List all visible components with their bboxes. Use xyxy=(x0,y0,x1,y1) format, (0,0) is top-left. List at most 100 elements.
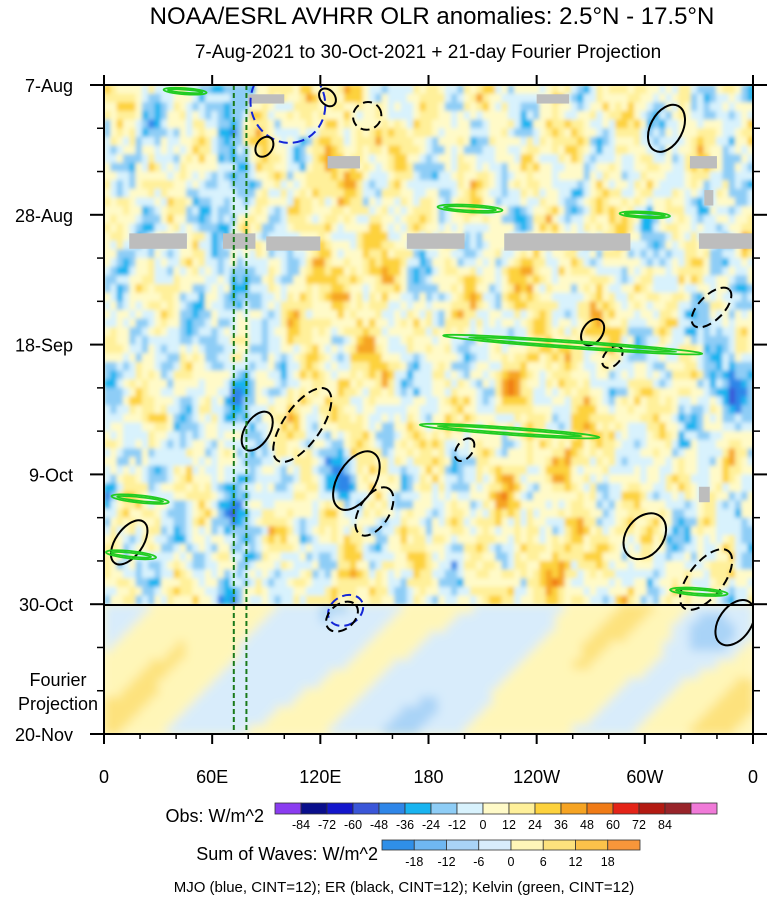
y-tick-label: 30-Oct xyxy=(19,595,73,615)
colorbar-tick-label: -12 xyxy=(448,818,466,832)
colorbar-swatch xyxy=(482,802,510,815)
kelvin-contour xyxy=(162,86,208,96)
er-contour xyxy=(352,101,383,131)
er-contour xyxy=(622,512,668,561)
missing-data-patch xyxy=(248,94,285,104)
kelvin-contour xyxy=(618,210,671,220)
colorbar-swatch xyxy=(612,802,640,815)
kelvin-contour xyxy=(442,333,704,356)
colorbar-swatch xyxy=(510,839,544,851)
missing-data-patch xyxy=(698,233,753,249)
missing-data-patch xyxy=(536,94,570,104)
olr-anomaly-heatmap xyxy=(104,85,753,605)
x-tick-label: 60W xyxy=(626,767,663,787)
colorbar-swatch xyxy=(586,802,614,815)
colorbar-swatch xyxy=(274,802,302,815)
plot-area xyxy=(103,84,754,735)
colorbar-tick-label: -18 xyxy=(405,855,423,869)
obs-colorbar: -84 -72 -60 -48 -36 -24 -12 0 12 24 36 48 60 72 84 xyxy=(274,802,718,832)
colorbar-swatch xyxy=(664,802,692,815)
er-contour xyxy=(354,486,395,537)
kelvin-contour-inner xyxy=(674,588,723,596)
colorbar-tick-label: -48 xyxy=(370,818,388,832)
y-tick-label: 20-Nov xyxy=(15,725,73,745)
kelvin-contour-inner xyxy=(110,551,152,559)
missing-data-patch xyxy=(129,233,187,249)
mjo-contour xyxy=(249,85,327,144)
colorbar-tick-label: 60 xyxy=(606,818,620,832)
missing-data-patch xyxy=(266,236,321,251)
x-tick-label: 0 xyxy=(99,767,109,787)
wave-contours xyxy=(105,85,753,647)
er-contour xyxy=(254,135,275,158)
colorbar-tick-label: 48 xyxy=(580,818,594,832)
colorbar-tick-label: -24 xyxy=(422,818,440,832)
chart-title: NOAA/ESRL AVHRR OLR anomalies: 2.5°N - 1… xyxy=(150,3,715,30)
colorbar-swatch xyxy=(352,802,380,815)
x-tick-label: 180 xyxy=(413,767,443,787)
colorbar-tick-label: -84 xyxy=(292,818,310,832)
colorbar-swatch xyxy=(607,839,641,851)
missing-data-patches xyxy=(129,94,753,503)
contour-legend-footer: MJO (blue, CINT=12); ER (black, CINT=12)… xyxy=(174,879,635,896)
missing-data-patch xyxy=(327,156,360,169)
er-contour xyxy=(318,87,337,108)
kelvin-contour-inner xyxy=(436,424,583,438)
waves-colorbar: -18 -12 -6 0 6 12 18 xyxy=(381,839,641,869)
colorbar-swatch xyxy=(542,839,576,851)
kelvin-contour-inner xyxy=(623,212,666,218)
missing-data-patch xyxy=(406,233,465,249)
colorbar-tick-label: 0 xyxy=(508,855,515,869)
colorbar-tick-label: 6 xyxy=(540,855,547,869)
colorbar-tick-label: -12 xyxy=(437,855,455,869)
y-tick-label: 9-Oct xyxy=(29,465,73,485)
axes: 0 60E 120E 180 120W 60W 0 7-Aug 28-Aug 18-Sep 9-Oc… xyxy=(15,75,767,787)
colorbar-tick-label: -6 xyxy=(473,855,484,869)
y-tick-label: 28-Aug xyxy=(15,206,73,226)
colorbar-swatch xyxy=(446,839,480,851)
er-contour xyxy=(690,286,733,329)
kelvin-contour xyxy=(105,549,157,561)
colorbar-swatch xyxy=(534,802,562,815)
colorbar-tick-label: 84 xyxy=(658,818,672,832)
kelvin-contour xyxy=(436,203,504,214)
kelvin-contour-inner xyxy=(468,336,678,353)
colorbar-swatch xyxy=(478,839,512,851)
colorbar-swatch xyxy=(378,802,406,815)
colorbar-tick-label: 12 xyxy=(569,855,583,869)
waves-colorbar-label: Sum of Waves: W/m^2 xyxy=(196,844,378,864)
er-contour xyxy=(453,437,476,462)
missing-data-patch xyxy=(689,156,717,169)
reference-lines xyxy=(232,85,248,734)
missing-data-patch xyxy=(222,233,256,249)
colorbar-swatch xyxy=(456,802,484,815)
colorbar-swatch xyxy=(690,802,718,815)
kelvin-contour-inner xyxy=(443,205,497,212)
colorbar-swatch xyxy=(413,839,447,851)
er-contour xyxy=(714,599,753,647)
colorbar-swatch xyxy=(575,839,609,851)
colorbar-tick-label: 72 xyxy=(632,818,646,832)
colorbar-swatch xyxy=(430,802,458,815)
colorbar-tick-label: -60 xyxy=(344,818,362,832)
x-tick-label: 60E xyxy=(196,767,228,787)
colorbar-swatch xyxy=(300,802,328,815)
er-contour xyxy=(109,519,149,566)
kelvin-contour-inner xyxy=(116,495,164,504)
colorbar-tick-label: 24 xyxy=(528,818,542,832)
colorbar-swatch xyxy=(404,802,432,815)
kelvin-contour xyxy=(418,422,601,440)
y-tick-label: 18-Sep xyxy=(15,336,73,356)
colorbar-swatch xyxy=(560,802,588,815)
colorbar-tick-label: 36 xyxy=(554,818,568,832)
colorbar-tick-label: -72 xyxy=(318,818,336,832)
y-tick-label: 7-Aug xyxy=(25,76,73,96)
colorbar-tick-label: 18 xyxy=(601,855,615,869)
colorbar-swatch xyxy=(508,802,536,815)
kelvin-contour xyxy=(669,586,729,597)
projection-label-line2: Projection xyxy=(18,694,98,714)
er-contour xyxy=(272,386,333,464)
kelvin-contour-inner xyxy=(166,88,204,95)
er-contour xyxy=(647,103,686,153)
